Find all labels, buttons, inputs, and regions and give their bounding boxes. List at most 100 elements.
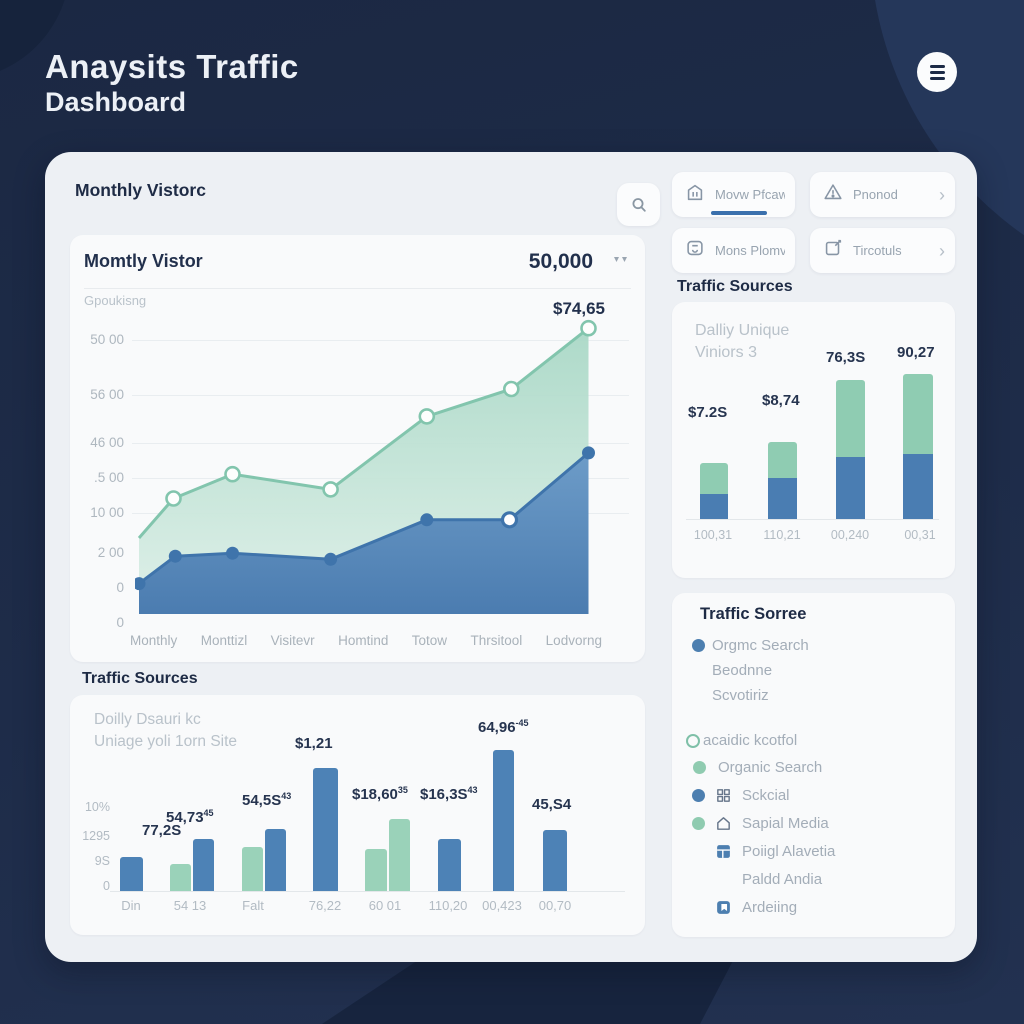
stacked-value-label: 76,3S (826, 349, 866, 366)
data-point-marker[interactable] (324, 552, 338, 566)
stacked-x-tick: 00,31 (904, 528, 936, 542)
stacked-subtitle-2: Viniors 3 (695, 344, 757, 361)
bar-value-label: 64,96-45 (478, 718, 529, 736)
bar-group (543, 830, 567, 891)
monthly-visitor-card: Momtly Vistor 50,000 Gpoukisng 50 00 56 0… (70, 235, 645, 662)
app-title-line2: Dashboard (45, 86, 187, 117)
quick-button-label: Movw Pfcaws (715, 187, 785, 202)
stacked-bar[interactable] (700, 463, 728, 519)
legend-item[interactable]: Organic Search (672, 758, 955, 778)
data-point-marker[interactable] (168, 549, 182, 563)
card-divider (84, 288, 631, 289)
legend-item[interactable]: Poiigl Alavetia (672, 842, 955, 862)
bar[interactable] (543, 830, 567, 891)
document-icon (822, 237, 844, 264)
quick-button-label: Mons Plomvs (715, 243, 785, 258)
panel-heading: Monthly Vistorc (75, 180, 206, 200)
bar[interactable] (493, 750, 514, 891)
gridline (132, 443, 629, 444)
bar-x-tick: Din (121, 898, 141, 913)
data-point-marker[interactable] (224, 465, 241, 483)
bar-group (120, 857, 143, 891)
legend-item-label: Organic Search (718, 759, 823, 776)
chevron-right-icon: › (939, 240, 945, 261)
bar[interactable] (265, 829, 286, 891)
home-icon (715, 815, 732, 832)
data-point-marker[interactable] (420, 513, 434, 527)
legend-item[interactable]: Paldd Andia (672, 870, 955, 890)
quick-button-movw-pfcaws[interactable]: Movw Pfcaws (672, 172, 795, 217)
data-point-marker[interactable] (418, 408, 436, 425)
stacked-x-tick: 110,21 (763, 528, 801, 542)
search-button[interactable] (617, 183, 660, 226)
bar-card-subtitle-1: Doilly Dsauri kc (94, 711, 201, 728)
quick-button-label: Tircotuls (853, 243, 902, 258)
area-y-tick: 0 (116, 615, 124, 630)
legend-item-label: Poiigl Alavetia (742, 843, 836, 860)
bar[interactable] (120, 857, 143, 891)
legend-item[interactable]: Sckcial (672, 786, 955, 806)
bar-y-tick: 0 (103, 879, 110, 893)
bar-x-tick: 00,70 (538, 898, 572, 913)
quick-button-mons-plomvs[interactable]: Mons Plomvs (672, 228, 795, 273)
legend-item[interactable]: Sapial Media (672, 814, 955, 834)
stacked-bar[interactable] (836, 380, 865, 519)
bank-chart-icon (684, 181, 706, 208)
bar[interactable] (438, 839, 461, 891)
chevron-right-icon: › (939, 184, 945, 205)
archive-icon (684, 237, 706, 264)
data-point-marker[interactable] (226, 546, 239, 560)
quick-button-pnonod[interactable]: Pnonod › (810, 172, 955, 217)
bar[interactable] (365, 849, 387, 891)
data-point-marker[interactable] (135, 577, 146, 591)
bar[interactable] (193, 839, 214, 891)
bar[interactable] (242, 847, 263, 891)
bar-value-label: 45,S4 (532, 796, 572, 813)
stacked-x-tick: 00,240 (830, 528, 870, 542)
stacked-segment-green (903, 374, 933, 454)
legend-item-label: acaidic kcotfol (703, 732, 798, 749)
area-x-tick: Lodvorng (545, 633, 602, 648)
bar[interactable] (170, 864, 191, 891)
bar[interactable] (389, 819, 410, 891)
legend-item[interactable]: Ardeiing (672, 898, 955, 918)
daily-unique-visitors-card: Dalliy Unique Viniors 3 $7.2S $8,74 76,3S 9… (672, 302, 955, 578)
stacked-value-label: $7.2S (688, 404, 728, 421)
stacked-axis-line (686, 519, 939, 520)
green-dot-icon (693, 761, 706, 774)
double-caret-icon[interactable] (614, 257, 627, 262)
stacked-bar[interactable] (903, 374, 933, 519)
bar-card-subtitle-2: Uniage yoli 1orn Site (94, 733, 238, 750)
bar-axis-line (110, 891, 625, 892)
bar-x-tick: 54 13 (173, 898, 207, 913)
bar-x-tick: 60 01 (368, 898, 402, 913)
stacked-bar[interactable] (768, 442, 797, 519)
area-y-tick: 50 00 (90, 332, 124, 347)
app-title: Anaysits Traffic Dashboard (45, 48, 299, 119)
data-point-marker[interactable] (580, 319, 597, 337)
bar-group (365, 819, 410, 891)
area-chart[interactable] (135, 295, 607, 620)
area-x-tick: Monttizl (200, 633, 248, 648)
bar-y-tick: 1295 (82, 829, 110, 843)
bar-group (438, 839, 461, 891)
bar-x-tick: Falt (242, 898, 264, 913)
menu-button[interactable] (917, 52, 957, 92)
legend-item-label: Orgmc Search (712, 637, 809, 654)
legend-item[interactable]: Beodnne (672, 661, 955, 681)
data-point-marker[interactable] (165, 490, 182, 507)
area-x-axis-labels: Monthly Monttizl Visitevr Homtind Totow Thrsi… (130, 633, 602, 648)
quick-button-tircotuls[interactable]: Tircotuls › (810, 228, 955, 273)
legend-item[interactable]: acaidic kcotfol (672, 731, 955, 751)
stacked-segment-blue (768, 478, 797, 519)
legend-item[interactable]: Orgmc Search (672, 636, 955, 656)
bar[interactable] (313, 768, 338, 891)
data-point-marker[interactable] (322, 481, 339, 498)
data-point-marker[interactable] (502, 380, 520, 398)
data-point-marker-active[interactable] (500, 511, 519, 529)
data-point-marker[interactable] (582, 446, 595, 460)
legend-item-label: Sckcial (742, 787, 790, 804)
legend-item[interactable]: Scvotiriz (672, 686, 955, 706)
traffic-sources-legend-card: Traffic Sorree Orgmc Search Beodnne Scvoti… (672, 593, 955, 937)
